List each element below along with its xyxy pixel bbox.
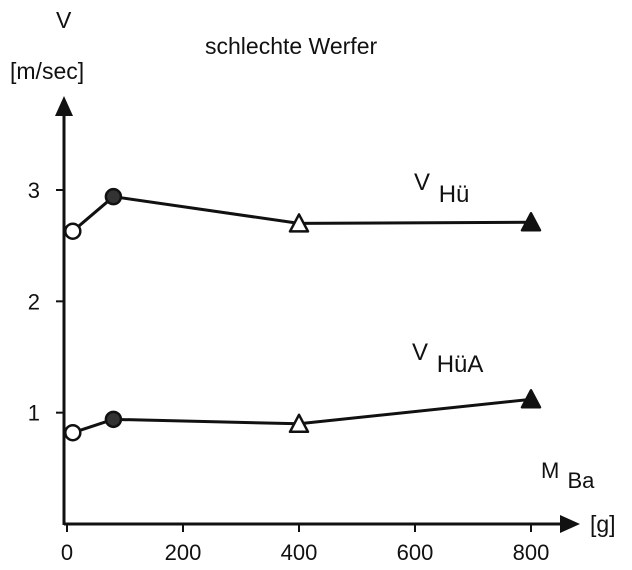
series-label-vhua: V HüA	[412, 339, 483, 378]
x-tick-label: 400	[281, 540, 318, 565]
series-label-vhu-main: V	[414, 169, 430, 196]
series-line	[72, 397, 532, 435]
data-point	[288, 213, 310, 233]
chart-title: schlechte Werfer	[205, 33, 377, 59]
series-label-vhua-main: V	[412, 339, 428, 366]
data-point	[288, 413, 310, 434]
data-point	[64, 423, 82, 442]
y-axis-unit: [m/sec]	[10, 58, 84, 84]
data-point	[520, 212, 542, 232]
x-axis-label: M Ba	[541, 458, 595, 493]
series-label-vhu: V Hü	[414, 169, 469, 208]
data-point	[104, 187, 123, 206]
x-tick-label: 0	[61, 540, 73, 565]
series-label-vhu-sub: Hü	[439, 181, 470, 208]
x-tick-label: 600	[397, 540, 434, 565]
x-axis-label-sub: Ba	[567, 468, 595, 493]
x-axis-unit: [g]	[590, 511, 616, 537]
y-axis	[55, 96, 73, 525]
data-point	[104, 410, 123, 429]
x-tick-label: 800	[513, 540, 550, 565]
y-tick-label: 3	[28, 178, 40, 203]
y-tick-label: 1	[28, 401, 40, 426]
series	[64, 187, 542, 442]
data-point	[64, 222, 82, 240]
y-axis-arrow	[55, 96, 73, 116]
y-tick-label: 2	[28, 289, 40, 314]
data-point	[520, 389, 542, 409]
series-label-vhua-sub: HüA	[437, 351, 484, 378]
x-axis-arrow	[560, 515, 580, 533]
x-axis	[64, 515, 580, 533]
ticks: 0 200 400 600 800 1 2 3	[28, 178, 550, 565]
series-line	[71, 195, 532, 233]
x-tick-label: 200	[165, 540, 202, 565]
y-axis-label: V	[56, 7, 72, 33]
x-axis-label-main: M	[541, 458, 559, 483]
